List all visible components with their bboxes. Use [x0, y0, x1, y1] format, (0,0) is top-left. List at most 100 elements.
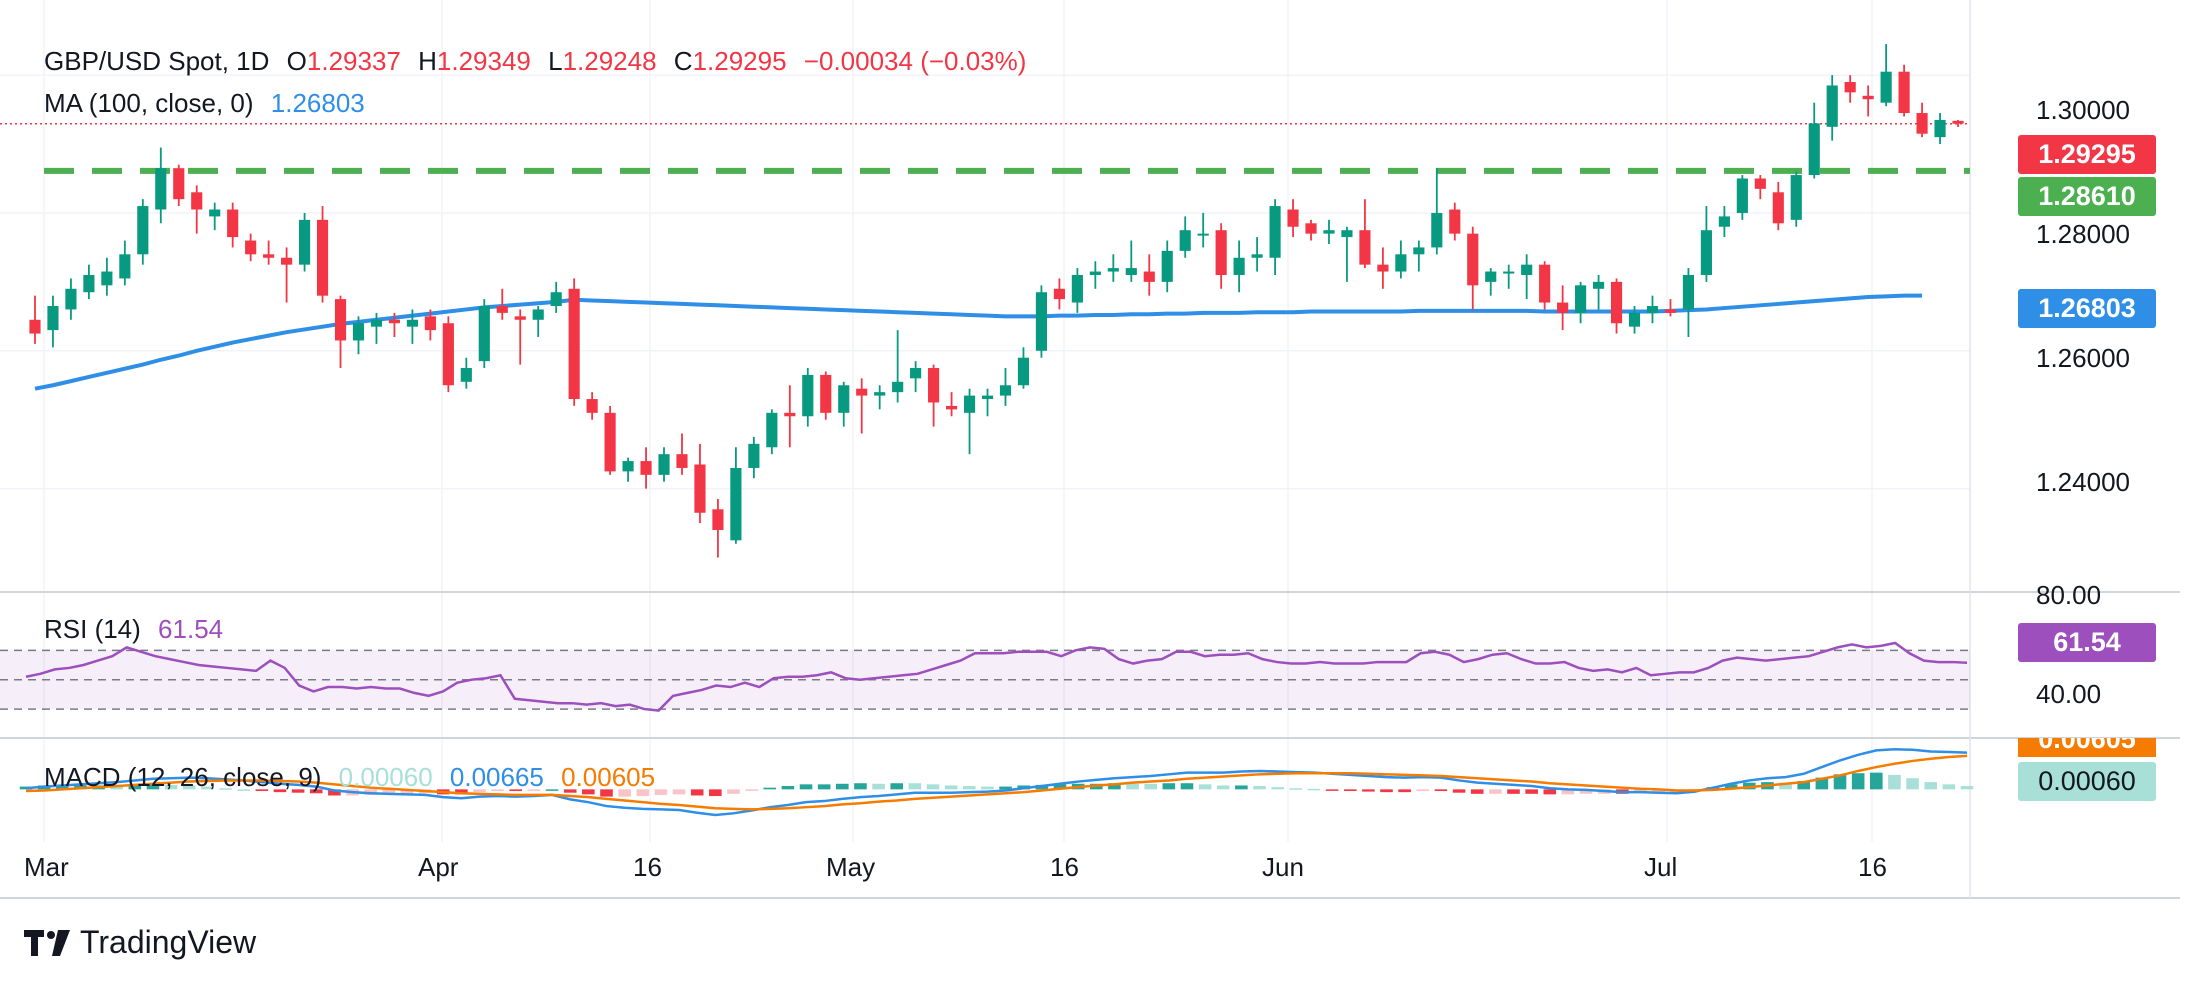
macd-hist-bar-81	[1470, 789, 1484, 794]
candle-body	[910, 368, 922, 379]
candle-77	[1395, 240, 1407, 279]
price-tick-2: 1.28000	[2036, 219, 2130, 249]
candle-96	[1736, 175, 1748, 220]
macd-hist-bar-7	[128, 784, 142, 790]
macd-hist-bar-78	[1416, 789, 1430, 792]
candle-4	[83, 264, 95, 300]
candle-59	[1071, 268, 1083, 313]
candle-80	[1449, 202, 1461, 241]
candle-body	[388, 319, 401, 324]
macd-hist-bar-69	[1253, 786, 1266, 790]
symbol-title[interactable]: GBP/USD Spot, 1D	[44, 46, 270, 76]
candle-body	[406, 319, 418, 327]
macd-hist-bar-9	[164, 784, 178, 790]
candle-38	[694, 443, 706, 524]
candle-40	[730, 447, 742, 544]
candle-body	[334, 299, 347, 341]
candle-98	[1772, 181, 1784, 231]
candle-body	[1718, 216, 1730, 227]
candle-19	[352, 316, 365, 355]
candle-body	[1898, 71, 1910, 114]
candle-43	[784, 385, 796, 448]
candle-82	[1485, 268, 1497, 296]
candle-64	[1161, 240, 1173, 293]
candle-89	[1610, 278, 1623, 334]
candle-22	[406, 309, 418, 344]
candle-body	[1575, 285, 1587, 313]
candle-body	[586, 399, 598, 413]
candle-body	[424, 316, 436, 331]
macd-hist-bar-12	[219, 788, 232, 790]
macd-hist-bar-46	[836, 783, 849, 790]
candle-body	[892, 381, 904, 393]
candle-body	[496, 306, 508, 313]
macd-hist-bar-86	[1561, 789, 1575, 795]
candle-body	[1521, 264, 1533, 275]
ohlc-legend: GBP/USD Spot, 1D O1.29337 H1.29349 L1.29…	[44, 46, 1036, 77]
ma-legend-label[interactable]: MA (100, close, 0)	[44, 88, 254, 118]
macd-hist-bar-61	[1108, 783, 1121, 790]
rsi-legend-label[interactable]: RSI (14)	[44, 614, 141, 644]
macd-hist-bar-11	[201, 786, 214, 790]
macd-hist-bar-27	[491, 789, 504, 792]
macd-hist-bar-68	[1235, 785, 1248, 790]
candle-body	[784, 412, 796, 417]
candle-50	[910, 361, 922, 393]
macd-hist-bar-95	[1724, 784, 1738, 790]
candle-28	[514, 309, 526, 365]
candle-12	[227, 202, 239, 248]
tradingview-logo[interactable]: TradingView	[24, 924, 256, 961]
macd-hist-bar-73	[1325, 789, 1339, 791]
candle-75	[1359, 199, 1371, 269]
macd-hist-bar-14	[255, 789, 269, 792]
candle-body	[1107, 268, 1119, 272]
candle-body	[1557, 302, 1569, 313]
candle-13	[245, 233, 257, 262]
macd-hist-bar-58	[1053, 784, 1067, 790]
candle-37	[676, 433, 688, 475]
candle-body	[352, 323, 365, 341]
candle-25	[460, 357, 472, 389]
macd-hist-bar-99	[1797, 781, 1811, 790]
ma-legend-value: 1.26803	[270, 88, 365, 118]
candle-body	[245, 240, 257, 255]
candle-body	[1934, 119, 1946, 138]
close-label: C	[673, 46, 693, 76]
rsi-line	[25, 641, 1968, 712]
macd-hist-bar-38	[690, 789, 704, 796]
high-label: H	[418, 46, 437, 76]
candle-body	[478, 306, 490, 362]
macd-hist-bar-6	[110, 785, 123, 790]
candle-body	[263, 254, 275, 258]
candle-body	[1395, 254, 1407, 272]
ma-badge: 1.26803	[2018, 289, 2156, 328]
candle-body	[945, 405, 958, 410]
candle-body	[1179, 230, 1191, 251]
tradingview-logo-text: TradingView	[80, 924, 257, 960]
macd-hist-bar-84	[1525, 789, 1538, 794]
macd-hist-bar-54	[981, 786, 994, 790]
macd-hist-bar-51	[926, 784, 940, 790]
last-price-badge: 1.29295	[2018, 135, 2156, 174]
candle-body	[1592, 281, 1605, 289]
macd-hist-bar-102	[1851, 773, 1865, 790]
macd-legend-label[interactable]: MACD (12, 26, close, 9)	[44, 762, 322, 792]
candle-body	[604, 412, 616, 472]
macd-hist-bar-105	[1906, 778, 1919, 790]
candle-body	[514, 316, 526, 320]
macd-hist-bar-74	[1343, 789, 1357, 792]
time-label-may-16: 16	[1050, 852, 1079, 882]
candle-61	[1107, 254, 1119, 282]
candle-29	[532, 306, 544, 338]
candle-91	[1646, 295, 1659, 324]
macd-hist-bar-13	[237, 789, 250, 791]
candle-35	[640, 447, 652, 489]
candle-body	[1071, 274, 1083, 303]
candle-body	[1125, 268, 1137, 275]
candle-49	[892, 330, 904, 403]
candle-body	[1053, 288, 1065, 300]
candle-body	[1826, 85, 1838, 127]
macd-hist-bar-22	[400, 789, 414, 794]
macd-hist-bar-45	[817, 784, 831, 790]
